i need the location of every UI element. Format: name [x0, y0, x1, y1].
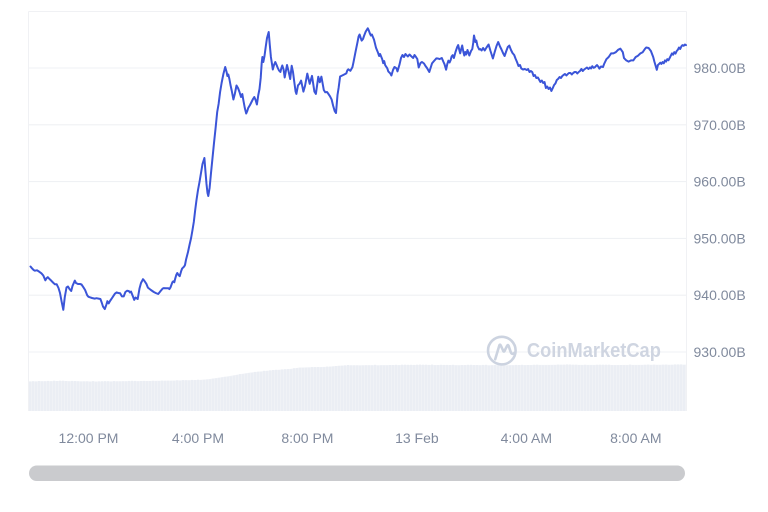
svg-text:12:00 PM: 12:00 PM	[59, 430, 119, 446]
svg-text:4:00 PM: 4:00 PM	[172, 430, 224, 446]
svg-text:970.00B: 970.00B	[694, 117, 746, 133]
svg-text:930.00B: 930.00B	[694, 344, 746, 360]
svg-text:CoinMarketCap: CoinMarketCap	[527, 340, 661, 362]
svg-text:8:00 AM: 8:00 AM	[610, 430, 661, 446]
svg-text:950.00B: 950.00B	[694, 230, 746, 246]
svg-text:4:00 AM: 4:00 AM	[501, 430, 552, 446]
svg-text:960.00B: 960.00B	[694, 174, 746, 190]
svg-text:980.00B: 980.00B	[694, 60, 746, 76]
svg-text:940.00B: 940.00B	[694, 287, 746, 303]
svg-text:8:00 PM: 8:00 PM	[281, 430, 333, 446]
svg-text:13 Feb: 13 Feb	[395, 430, 439, 446]
